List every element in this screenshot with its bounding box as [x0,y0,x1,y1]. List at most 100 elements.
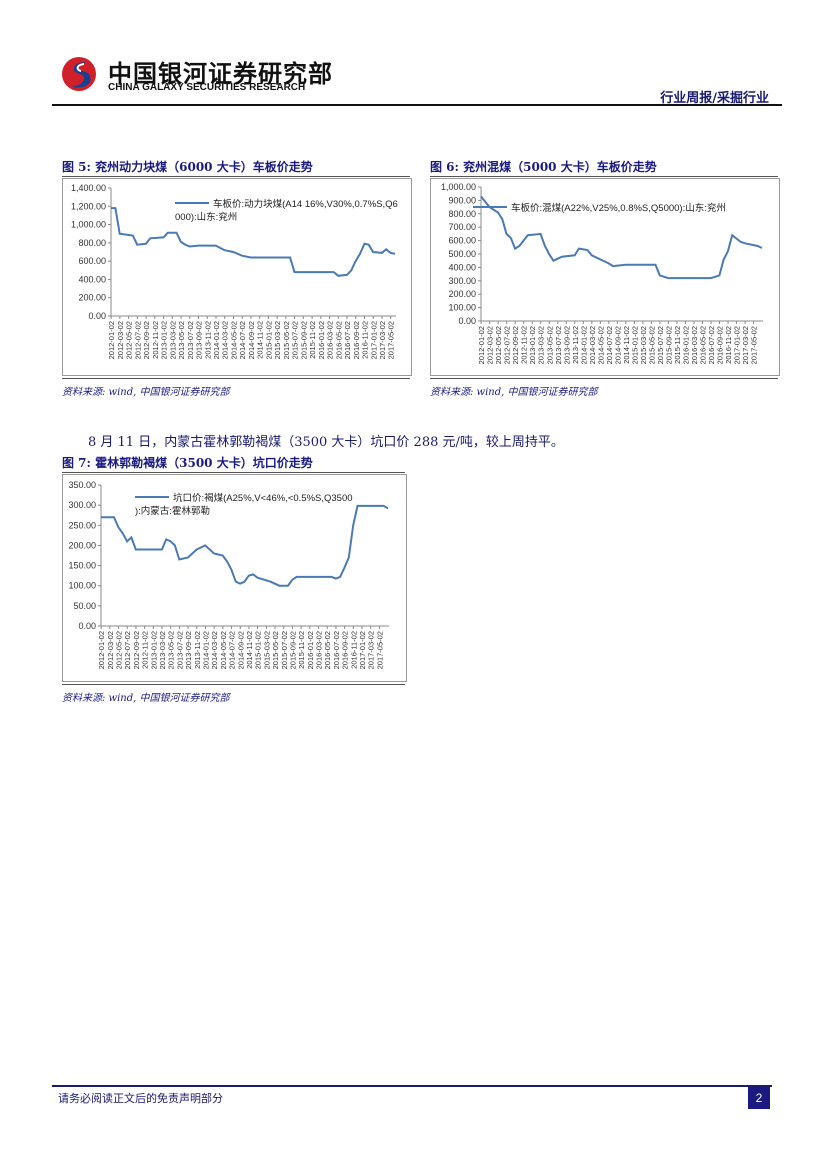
x-tick-label: 2017-05-02 [387,321,396,359]
y-tick-label: 800.00 [448,209,476,219]
x-tick-label: 2013-07-02 [186,321,195,359]
x-tick-label: 2016-07-02 [332,631,341,669]
x-tick-label: 2016-01-02 [681,326,690,364]
x-tick-label: 2017-03-02 [378,321,387,359]
x-tick-label: 2016-11-02 [349,631,358,669]
x-tick-label: 2013-11-02 [193,631,202,669]
y-tick-label: 1,000.00 [441,182,476,192]
x-tick-label: 2013-05-02 [545,326,554,364]
x-tick-label: 2017-03-02 [367,631,376,669]
x-tick-label: 2016-09-02 [341,631,350,669]
divider [62,684,405,685]
x-tick-label: 2016-11-02 [724,326,733,364]
x-tick-label: 2016-07-02 [343,321,352,359]
x-tick-label: 2015-09-02 [664,326,673,364]
y-tick-label: 200.00 [68,540,96,550]
x-tick-label: 2015-03-02 [273,321,282,359]
x-tick-label: 2016-05-02 [699,326,708,364]
x-tick-label: 2016-11-02 [361,321,370,359]
legend-line: 000):山东:兖州 [175,211,237,223]
x-tick-label: 2016-07-02 [707,326,716,364]
x-tick-label: 2016-01-02 [317,321,326,359]
y-tick-label: 0.00 [78,621,96,631]
x-tick-label: 2013-07-02 [554,326,563,364]
legend-line: 坑口价:褐煤(A25%,V<46%,<0.5%S,Q3500 [173,492,353,504]
x-tick-label: 2014-11-02 [622,326,631,364]
x-tick-label: 2015-07-02 [291,321,300,359]
brand-name-cn: 中国银河证券研究部 [108,60,333,88]
y-tick-label: 900.00 [448,195,476,205]
x-tick-label: 2013-11-02 [203,321,212,359]
x-tick-label: 2014-03-02 [588,326,597,364]
x-tick-label: 2012-11-02 [520,326,529,364]
y-tick-label: 300.00 [448,276,476,286]
x-tick-label: 2017-05-02 [750,326,759,364]
y-tick-label: 350.00 [68,480,96,490]
x-tick-label: 2017-01-02 [369,321,378,359]
x-tick-label: 2012-09-02 [142,321,151,359]
y-tick-label: 0.00 [88,311,106,321]
x-tick-label: 2013-09-02 [562,326,571,364]
x-tick-label: 2015-11-02 [308,321,317,359]
x-tick-label: 2016-03-02 [690,326,699,364]
x-tick-label: 2014-01-02 [579,326,588,364]
figure-6-title: 图 6: 兖州混煤（5000 大卡）车板价走势 [430,160,657,174]
x-tick-label: 2014-05-02 [219,631,228,669]
x-tick-label: 2014-07-02 [238,321,247,359]
figure-7-source: 资料来源: wind, 中国银河证券研究部 [62,693,230,704]
x-tick-label: 2012-03-02 [486,326,495,364]
x-tick-label: 2014-07-02 [605,326,614,364]
x-tick-label: 2014-09-02 [613,326,622,364]
x-tick-label: 2017-05-02 [375,631,384,669]
y-tick-label: 400.00 [78,274,106,284]
x-tick-label: 2012-09-02 [132,631,141,669]
x-tick-label: 2016-05-02 [334,321,343,359]
header-divider [52,104,782,106]
legend-label: 车板价:动力块煤(A14 16%,V30%,0.7%S,Q6 000):山东:兖州 [175,198,398,223]
x-tick-label: 2012-07-02 [133,321,142,359]
x-tick-label: 2012-01-02 [107,321,116,359]
x-tick-label: 2013-01-02 [160,321,169,359]
price-line [111,207,396,277]
divider [62,378,410,379]
x-tick-label: 2017-01-02 [733,326,742,364]
x-tick-label: 2015-03-02 [639,326,648,364]
y-tick-label: 500.00 [448,249,476,259]
x-tick-label: 2012-09-02 [511,326,520,364]
divider [62,472,405,473]
x-tick-label: 2014-03-02 [221,321,230,359]
x-tick-label: 2012-07-02 [123,631,132,669]
chart-figure-5: 0.00 200.00 400.00 600.00 800.00 1,000.00 1,20… [62,178,412,376]
brand-name-en: CHINA GALAXY SECURITIES RESEARCH [108,82,306,93]
x-tick-label: 2014-05-02 [596,326,605,364]
x-tick-label: 2014-07-02 [228,631,237,669]
disclaimer-note: 请务必阅读正文后的免责声明部分 [58,1092,223,1105]
y-tick-label: 1,400.00 [71,183,106,193]
x-tick-label: 2013-01-02 [149,631,158,669]
y-tick-label: 700.00 [448,222,476,232]
legend-label: 坑口价:褐煤(A25%,V<46%,<0.5%S,Q3500):内蒙古:霍林郭勒 [135,492,353,517]
x-tick-label: 2012-07-02 [503,326,512,364]
y-tick-label: 50.00 [73,601,96,611]
x-tick-label: 2015-01-02 [264,321,273,359]
y-tick-label: 100.00 [448,303,476,313]
x-tick-label: 2013-05-02 [177,321,186,359]
x-tick-label: 2012-11-02 [141,631,150,669]
x-tick-label: 2013-11-02 [571,326,580,364]
figure-7-title: 图 7: 霍林郭勒褐煤（3500 大卡）坑口价走势 [62,456,313,470]
x-tick-label: 2012-01-02 [477,326,486,364]
y-tick-label: 1,000.00 [71,220,106,230]
body-paragraph: 8 月 11 日，内蒙古霍林郭勒褐煤（3500 大卡）坑口价 288 元/吨，较… [88,435,564,450]
x-tick-label: 2016-03-02 [315,631,324,669]
y-tick-label: 250.00 [68,520,96,530]
x-tick-label: 2015-11-02 [297,631,306,669]
x-tick-label: 2015-03-02 [262,631,271,669]
figure-5-title: 图 5: 兖州动力块煤（6000 大卡）车板价走势 [62,160,313,174]
x-tick-label: 2013-09-02 [184,631,193,669]
footer-divider [52,1085,772,1087]
x-tick-label: 2015-05-02 [271,631,280,669]
x-tick-label: 2014-03-02 [210,631,219,669]
legend-line: ):内蒙古:霍林郭勒 [135,505,210,517]
x-tick-label: 2015-05-02 [282,321,291,359]
